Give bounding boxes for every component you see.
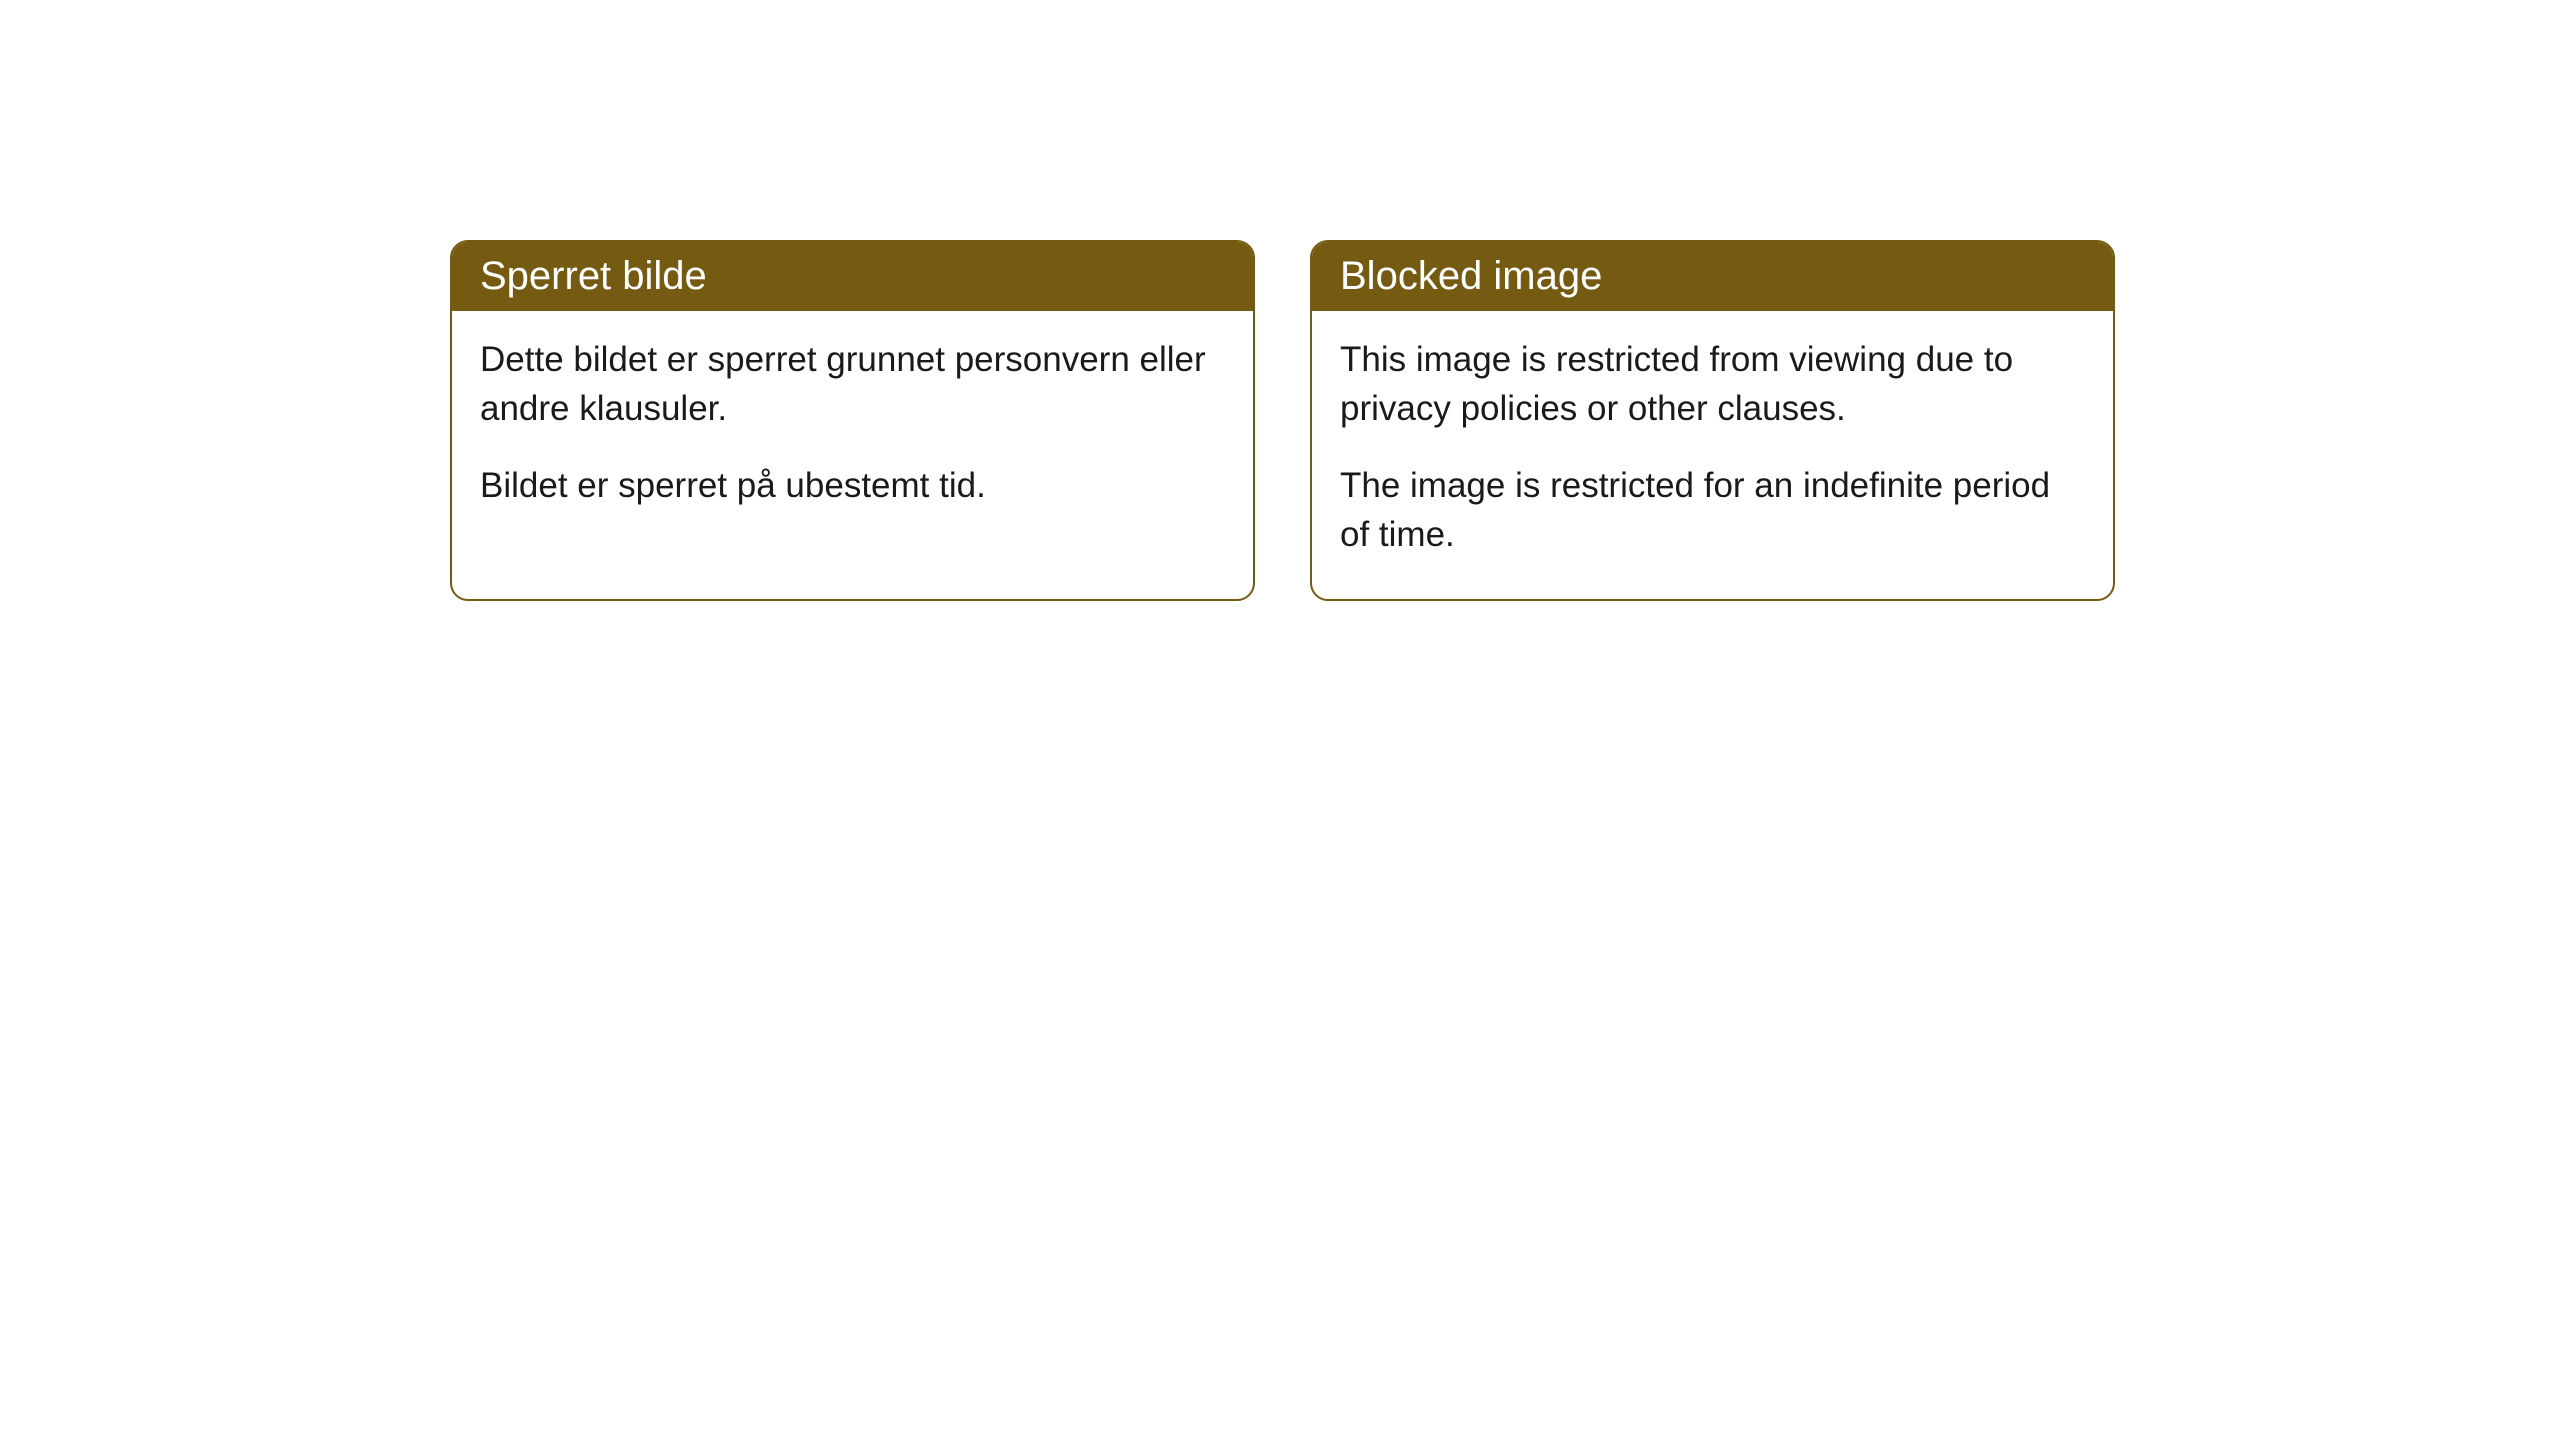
card-paragraph-1: Dette bildet er sperret grunnet personve…	[480, 335, 1225, 433]
card-paragraph-2: The image is restricted for an indefinit…	[1340, 461, 2085, 559]
blocked-image-card-english: Blocked image This image is restricted f…	[1310, 240, 2115, 601]
card-title: Blocked image	[1340, 254, 1602, 298]
card-header-english: Blocked image	[1312, 242, 2113, 311]
notice-cards-container: Sperret bilde Dette bildet er sperret gr…	[450, 240, 2560, 601]
card-body-english: This image is restricted from viewing du…	[1312, 311, 2113, 599]
card-paragraph-1: This image is restricted from viewing du…	[1340, 335, 2085, 433]
card-paragraph-2: Bildet er sperret på ubestemt tid.	[480, 461, 1225, 510]
card-title: Sperret bilde	[480, 254, 707, 298]
card-body-norwegian: Dette bildet er sperret grunnet personve…	[452, 311, 1253, 550]
blocked-image-card-norwegian: Sperret bilde Dette bildet er sperret gr…	[450, 240, 1255, 601]
card-header-norwegian: Sperret bilde	[452, 242, 1253, 311]
